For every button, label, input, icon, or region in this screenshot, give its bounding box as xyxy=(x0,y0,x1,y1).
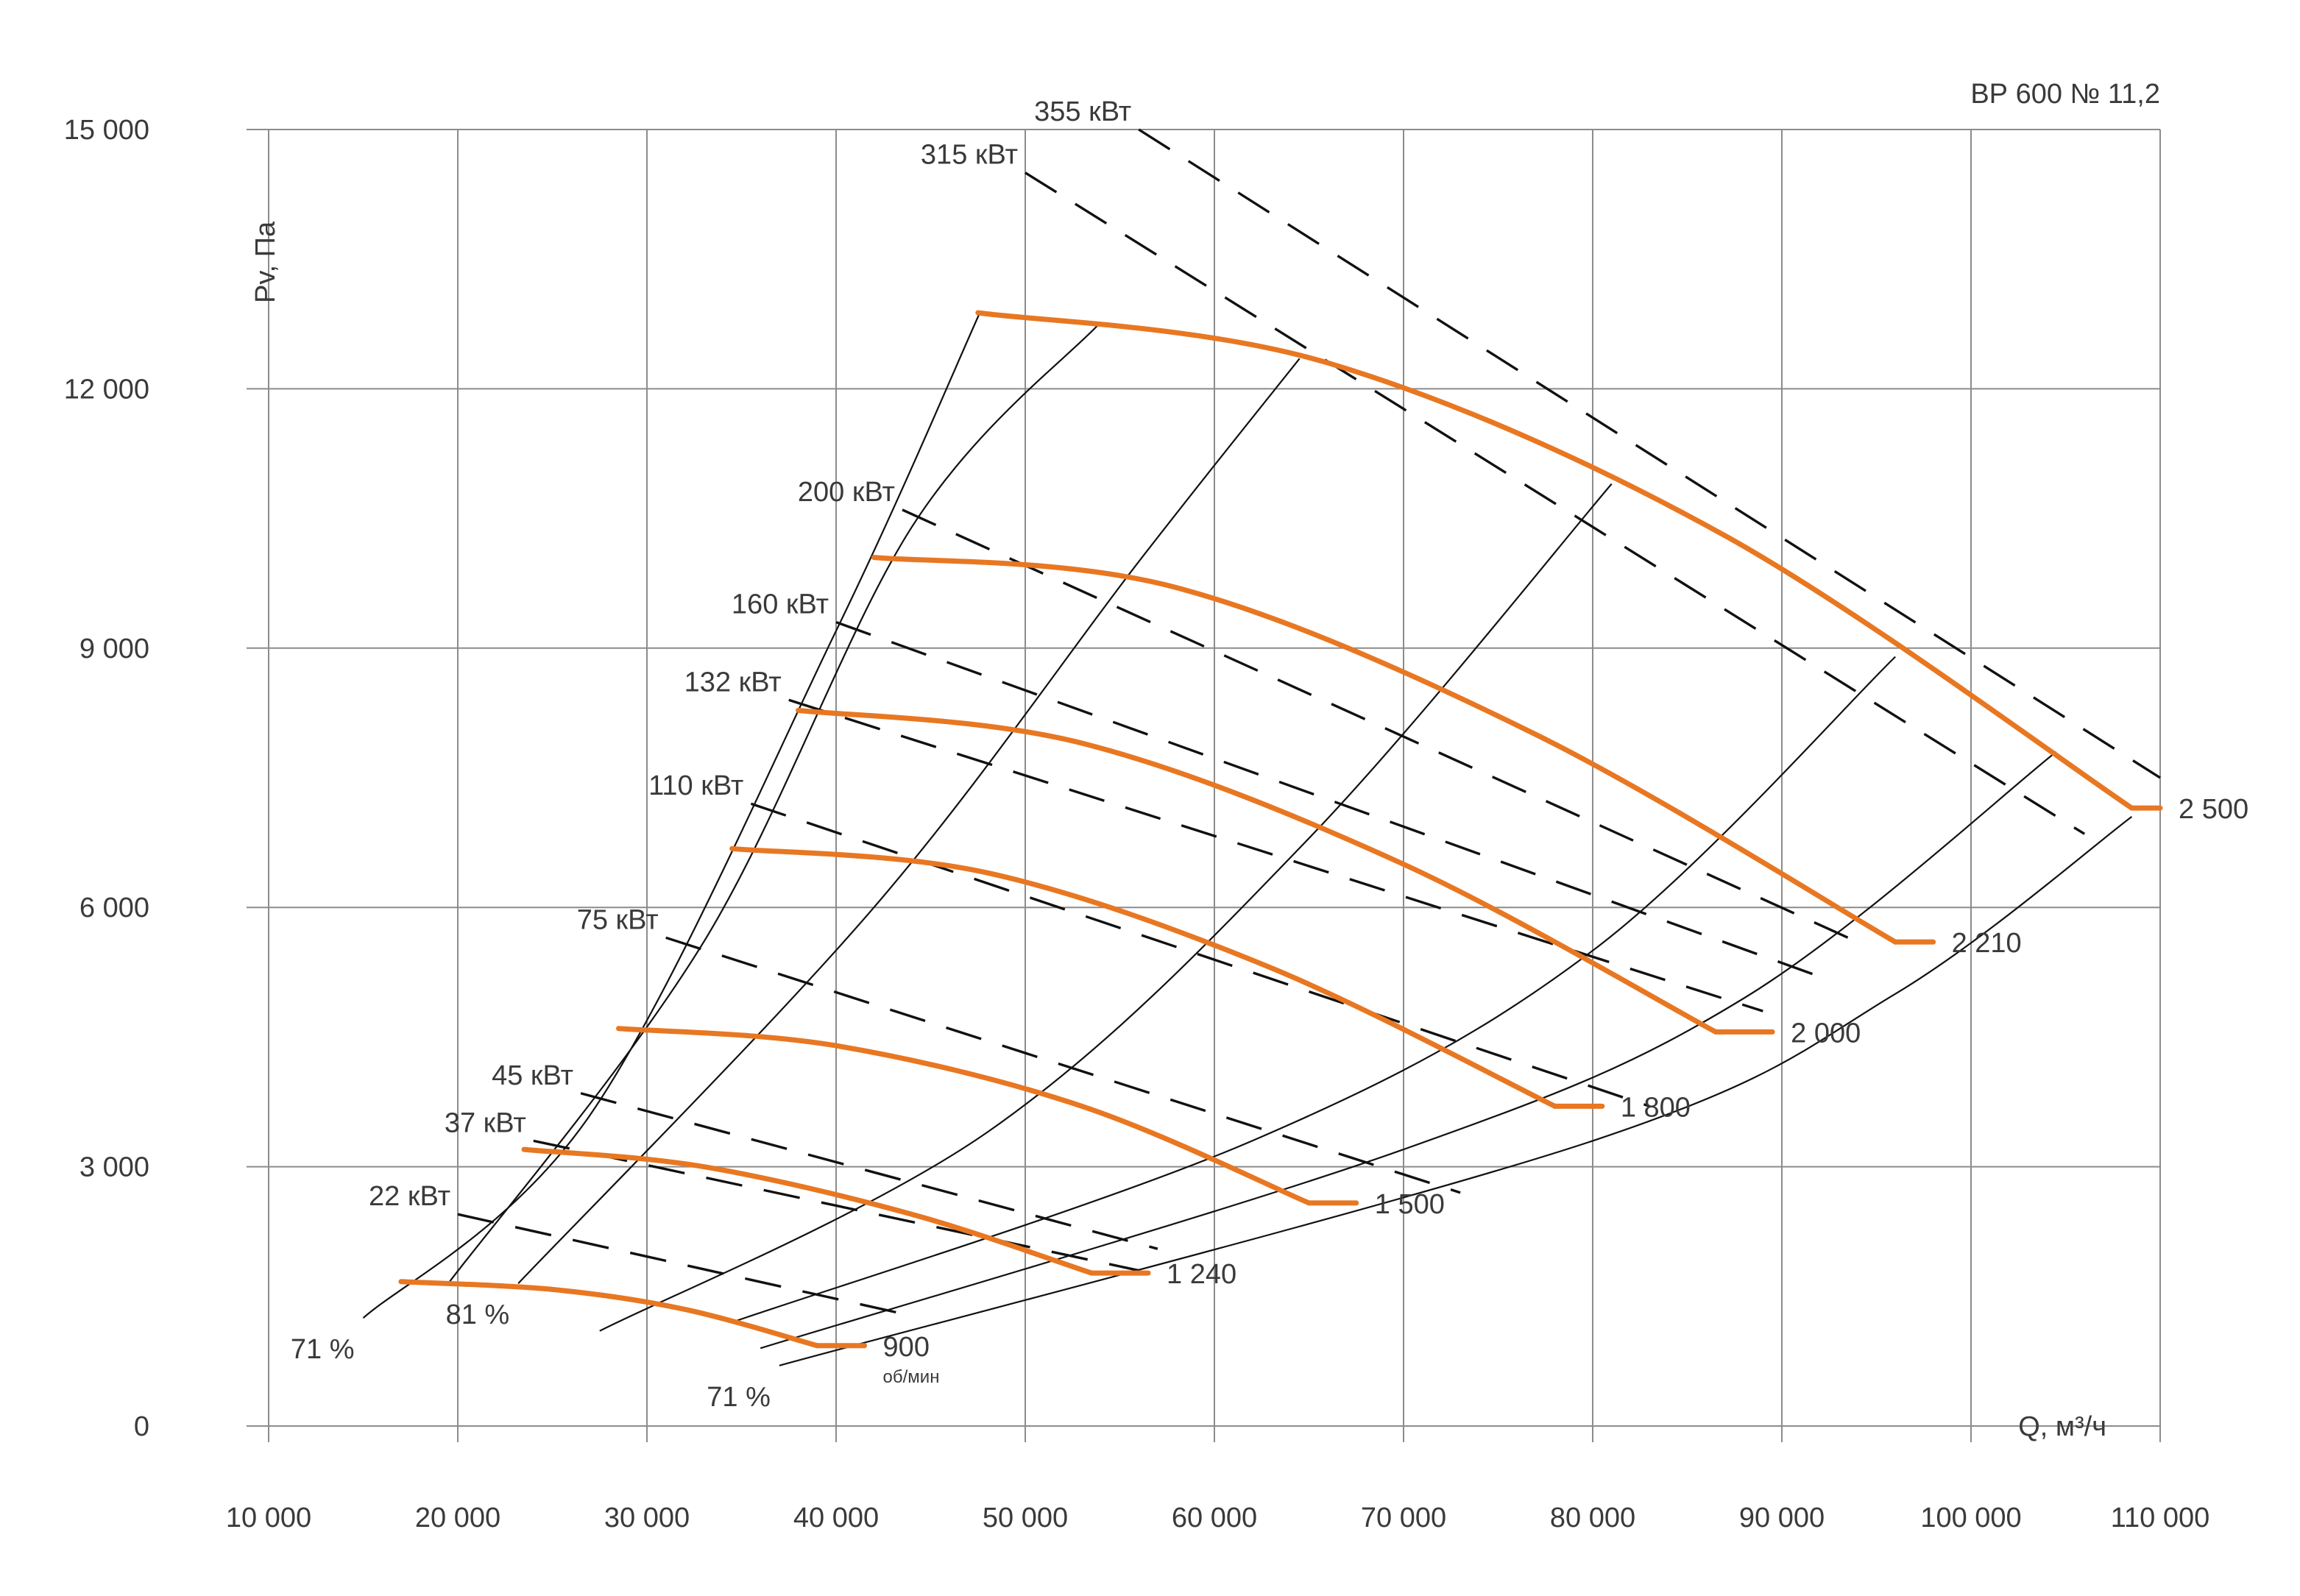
y-axis-label: Pv, Па xyxy=(250,221,281,303)
efficiency-line xyxy=(447,323,1100,1284)
x-tick-label: 100 000 xyxy=(1920,1503,2021,1533)
power-line xyxy=(1025,171,2086,835)
efficiency-label: 71 % xyxy=(291,1334,355,1365)
power-line xyxy=(533,1139,1139,1272)
power-line xyxy=(1138,128,2161,779)
speed-curve xyxy=(729,845,1558,1109)
efficiency-label: 81 % xyxy=(446,1299,510,1330)
speed-curve xyxy=(521,1146,1094,1276)
speed-label: 1 240 xyxy=(1167,1259,1236,1290)
y-tick-label: 12 000 xyxy=(64,374,149,405)
power-line xyxy=(750,802,1650,1107)
power-label: 315 кВт xyxy=(921,140,1018,171)
series-labels: 900 1 240 1 500 1 800 2 000 2 210 2 500 об/мин 2… xyxy=(291,96,2248,1413)
speed-curve xyxy=(796,707,1719,1035)
speed-curve xyxy=(616,1026,1312,1206)
power-line xyxy=(835,620,1820,978)
power-line xyxy=(788,698,1763,1012)
tick-labels: 10 000 20 000 30 000 40 000 50 000 60 000 70 0… xyxy=(64,115,2210,1533)
y-tick-label: 15 000 xyxy=(64,115,149,146)
speed-curve xyxy=(398,1279,820,1349)
speed-label: 900 xyxy=(883,1332,930,1363)
power-label: 160 кВт xyxy=(732,589,829,620)
grid xyxy=(247,129,2161,1442)
y-tick-label: 0 xyxy=(134,1411,149,1442)
power-line xyxy=(580,1092,1158,1250)
speed-unit-label: об/мин xyxy=(883,1367,940,1387)
x-tick-label: 80 000 xyxy=(1550,1503,1635,1533)
power-label: 132 кВт xyxy=(684,667,782,698)
x-tick-label: 20 000 xyxy=(415,1503,500,1533)
power-label: 110 кВт xyxy=(648,770,743,801)
power-line xyxy=(902,508,1858,943)
x-tick-label: 110 000 xyxy=(2111,1503,2210,1533)
x-tick-label: 50 000 xyxy=(983,1503,1068,1533)
x-tick-label: 70 000 xyxy=(1361,1503,1446,1533)
power-label: 355 кВт xyxy=(1034,96,1131,127)
speed-label: 2 000 xyxy=(1791,1018,1861,1049)
x-tick-label: 10 000 xyxy=(226,1503,311,1533)
power-line xyxy=(665,936,1461,1194)
speed-curve xyxy=(871,555,1898,945)
chart-title: ВР 600 № 11,2 xyxy=(1970,79,2160,110)
speed-label: 2 500 xyxy=(2179,794,2248,825)
speed-label: 2 210 xyxy=(1952,928,2022,959)
efficiency-line xyxy=(517,358,1301,1284)
efficiency-line xyxy=(732,656,1896,1324)
speed-label: 1 500 xyxy=(1375,1189,1445,1220)
power-label: 37 кВт xyxy=(445,1107,526,1138)
power-lines xyxy=(457,128,2161,1315)
efficiency-label: 71 % xyxy=(707,1382,771,1413)
speed-curves xyxy=(398,310,2163,1349)
x-tick-label: 40 000 xyxy=(793,1503,879,1533)
y-tick-label: 6 000 xyxy=(79,893,149,923)
y-tick-label: 9 000 xyxy=(79,634,149,664)
y-tick-label: 3 000 xyxy=(79,1152,149,1183)
efficiency-line xyxy=(362,312,981,1319)
speed-curve xyxy=(975,310,2134,811)
power-label: 75 кВт xyxy=(577,904,659,935)
power-label: 22 кВт xyxy=(369,1181,450,1212)
power-line xyxy=(457,1213,903,1315)
efficiency-lines xyxy=(362,312,2133,1366)
efficiency-line xyxy=(779,816,2133,1366)
x-axis-label: Q, м³/ч xyxy=(2018,1411,2106,1442)
x-tick-label: 60 000 xyxy=(1172,1503,1257,1533)
speed-label: 1 800 xyxy=(1621,1092,1691,1123)
power-label: 45 кВт xyxy=(492,1060,573,1091)
x-tick-label: 30 000 xyxy=(604,1503,690,1533)
power-label: 200 кВт xyxy=(798,477,895,508)
x-tick-label: 90 000 xyxy=(1739,1503,1825,1533)
efficiency-line xyxy=(760,751,2057,1349)
efficiency-line xyxy=(599,483,1613,1332)
